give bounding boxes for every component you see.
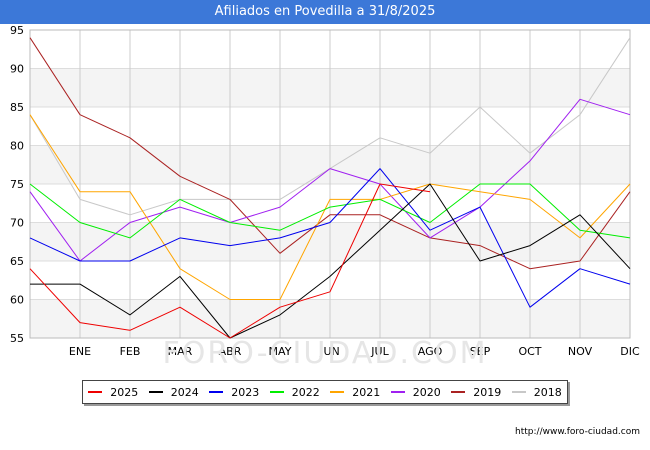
y-tick-label: 60 xyxy=(10,294,24,307)
y-tick-label: 70 xyxy=(10,217,24,230)
series-line-2025 xyxy=(29,183,431,339)
legend-item-2019: 2019 xyxy=(451,386,501,399)
legend-swatch xyxy=(148,391,163,393)
legend-item-2021: 2021 xyxy=(330,386,380,399)
x-tick-label: DIC xyxy=(620,345,640,358)
series-line-2022 xyxy=(29,183,631,239)
series-line-2021 xyxy=(29,114,631,300)
series-line-2019 xyxy=(29,37,631,270)
x-tick-label: FEB xyxy=(120,345,141,358)
x-tick-label: AGO xyxy=(418,345,443,358)
y-tick-label: 65 xyxy=(10,255,24,268)
x-tick-label: ABR xyxy=(219,345,242,358)
legend-label: 2019 xyxy=(473,385,502,399)
y-tick-label: 85 xyxy=(10,101,24,114)
source-url: http://www.foro-ciudad.com xyxy=(515,427,640,437)
x-tick-label: JUL xyxy=(370,345,389,358)
x-tick-label: MAR xyxy=(168,345,193,358)
legend-swatch xyxy=(269,391,284,393)
y-tick-label: 55 xyxy=(10,332,24,345)
legend-label: 2025 xyxy=(110,385,139,399)
chart-legend: 2025 2024 2023 2022 2021 2020 2019 2018 xyxy=(82,380,568,404)
axis-tick-labels: 55 60 65 70 75 80 85 90 95 ENE FEB MAR ABR MAY JUN JUL A… xyxy=(10,24,640,358)
legend-label: 2024 xyxy=(170,385,199,399)
legend-label: 2023 xyxy=(231,385,260,399)
y-tick-label: 80 xyxy=(10,140,24,153)
series-line-2024 xyxy=(30,183,631,339)
legend-swatch xyxy=(390,391,405,393)
series-line-2020 xyxy=(29,98,631,262)
legend-item-2023: 2023 xyxy=(209,386,259,399)
watermark: FORO-CIUDAD.COM xyxy=(162,336,488,371)
legend-item-2020: 2020 xyxy=(390,385,441,399)
legend-swatch xyxy=(88,391,103,393)
chart-title: Afiliados en Povedilla a 31/8/2025 xyxy=(0,0,650,24)
x-tick-label: SEP xyxy=(470,345,491,358)
legend-item-2024: 2024 xyxy=(148,385,199,399)
x-tick-label: JUN xyxy=(319,345,340,358)
series-line-2023 xyxy=(29,168,631,308)
x-tick-label: NOV xyxy=(568,345,593,358)
y-tick-label: 75 xyxy=(10,178,24,191)
y-tick-label: 90 xyxy=(10,63,24,76)
x-tick-label: ENE xyxy=(69,345,91,358)
legend-swatch xyxy=(511,391,526,393)
legend-swatch xyxy=(451,391,466,393)
legend-item-2022: 2022 xyxy=(269,385,320,399)
x-tick-label: MAY xyxy=(269,345,292,358)
legend-label: 2018 xyxy=(533,385,562,399)
legend-item-2018: 2018 xyxy=(511,385,562,399)
legend-label: 2021 xyxy=(352,385,381,399)
legend-label: 2022 xyxy=(291,385,320,399)
legend-swatch xyxy=(330,391,345,393)
y-tick-label: 95 xyxy=(10,24,24,37)
series-lines xyxy=(29,37,631,339)
x-tick-label: OCT xyxy=(518,345,541,358)
legend-label: 2020 xyxy=(412,385,441,399)
legend-swatch xyxy=(209,391,224,393)
legend-item-2025: 2025 xyxy=(88,386,138,399)
